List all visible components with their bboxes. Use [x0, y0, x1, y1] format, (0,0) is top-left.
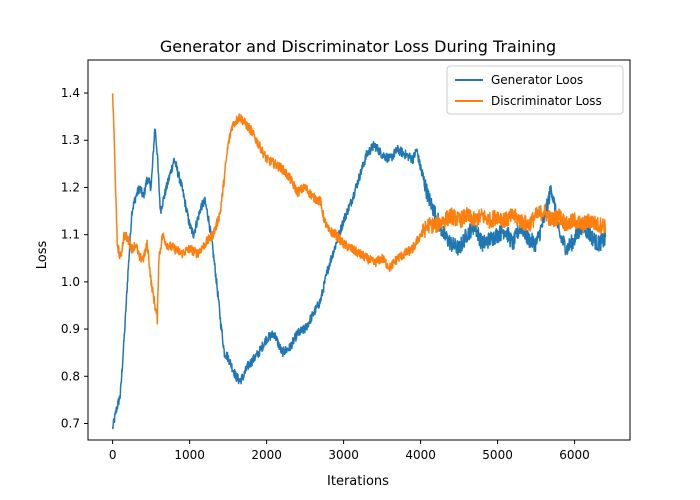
y-tick-label: 1.0	[61, 275, 80, 289]
series-line-generator	[111, 128, 607, 430]
x-tick-label: 6000	[559, 448, 590, 462]
y-tick-label: 1.2	[61, 180, 80, 194]
x-tick-label: 0	[109, 448, 117, 462]
x-tick-label: 1000	[174, 448, 205, 462]
y-tick-label: 1.1	[61, 228, 80, 242]
x-tick-label: 3000	[328, 448, 359, 462]
y-tick-label: 1.4	[61, 86, 80, 100]
chart-title: Generator and Discriminator Loss During …	[160, 37, 556, 56]
y-tick-label: 0.9	[61, 322, 80, 336]
x-tick-label: 4000	[405, 448, 436, 462]
legend-box	[446, 65, 624, 115]
x-tick-label: 2000	[251, 448, 282, 462]
x-tick-label: 5000	[482, 448, 513, 462]
axes-frame	[87, 59, 631, 441]
series-line-discriminator	[111, 93, 607, 325]
x-axis-label: Iterations	[327, 474, 389, 489]
legend-label: Generator Loos	[491, 73, 583, 87]
y-tick-label: 0.8	[61, 369, 80, 383]
legend: Generator Loos Discriminator Loss	[446, 65, 624, 115]
y-axis-label: Loss	[35, 241, 50, 270]
legend-label: Discriminator Loss	[491, 94, 602, 108]
plot-area: 0 1000 2000 3000 4000 5000 6000 0.7 0.8 0.9 1.0 1.1…	[61, 59, 631, 462]
y-tick-label: 0.7	[61, 416, 80, 430]
y-tick-label: 1.3	[61, 133, 80, 147]
